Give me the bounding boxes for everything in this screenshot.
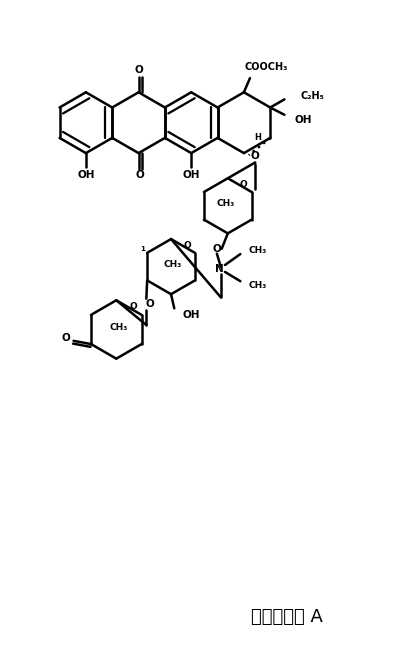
Text: OH: OH bbox=[182, 170, 200, 180]
Text: CH₃: CH₃ bbox=[109, 323, 127, 332]
Text: N: N bbox=[215, 264, 223, 274]
Text: O: O bbox=[212, 244, 221, 254]
Text: CH₃: CH₃ bbox=[217, 200, 235, 208]
Text: C₂H₅: C₂H₅ bbox=[300, 91, 325, 101]
Text: CH₃: CH₃ bbox=[164, 260, 182, 269]
Text: COOCH₃: COOCH₃ bbox=[245, 62, 288, 72]
Text: CH₃: CH₃ bbox=[249, 245, 267, 255]
Text: O: O bbox=[251, 151, 260, 161]
Text: O: O bbox=[134, 65, 143, 75]
Text: OH: OH bbox=[182, 310, 200, 320]
Text: H: H bbox=[254, 133, 261, 142]
Text: O: O bbox=[61, 333, 70, 343]
Text: O: O bbox=[145, 299, 154, 309]
Text: 1: 1 bbox=[140, 246, 145, 252]
Text: O: O bbox=[240, 180, 248, 189]
Text: O: O bbox=[129, 302, 137, 311]
Text: 阿克拉霉素 A: 阿克拉霉素 A bbox=[251, 609, 323, 627]
Text: OH: OH bbox=[77, 170, 95, 180]
Text: CH₃: CH₃ bbox=[249, 280, 267, 290]
Text: O: O bbox=[183, 241, 191, 250]
Text: O: O bbox=[136, 170, 145, 180]
Text: OH: OH bbox=[295, 115, 312, 125]
